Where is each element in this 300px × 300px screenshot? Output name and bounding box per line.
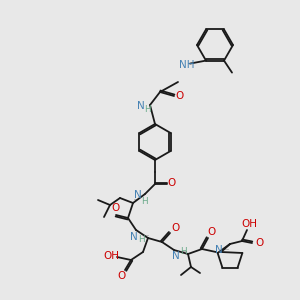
Text: H: H: [138, 236, 144, 244]
Text: H: H: [144, 104, 150, 113]
Text: ...: ...: [181, 248, 187, 253]
Text: NH: NH: [179, 60, 195, 70]
Text: O: O: [171, 223, 179, 233]
Text: N: N: [137, 101, 145, 111]
Text: O: O: [168, 178, 176, 188]
Text: N: N: [130, 232, 138, 242]
Text: O: O: [175, 91, 183, 101]
Text: H: H: [141, 196, 147, 206]
Text: ...: ...: [143, 232, 149, 236]
Text: O: O: [207, 227, 215, 237]
Text: H: H: [180, 247, 186, 256]
Text: O: O: [117, 271, 125, 281]
Text: N: N: [215, 245, 223, 255]
Text: O: O: [111, 203, 119, 213]
Text: O: O: [255, 238, 263, 248]
Text: N: N: [172, 251, 180, 261]
Text: N: N: [134, 190, 142, 200]
Text: OH: OH: [241, 219, 257, 229]
Text: OH: OH: [103, 251, 119, 261]
Text: ...: ...: [133, 196, 139, 202]
Text: ...: ...: [223, 247, 229, 251]
